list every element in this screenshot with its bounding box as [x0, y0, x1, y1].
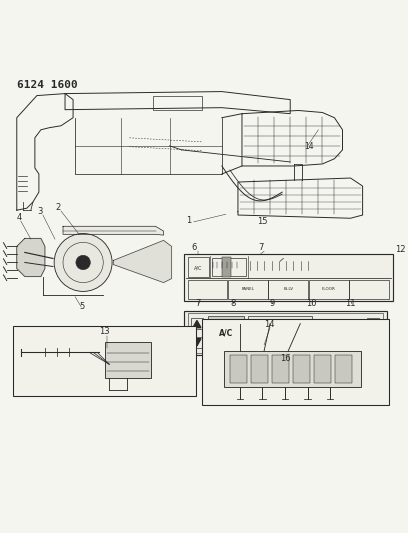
Text: 3: 3	[37, 207, 42, 216]
Bar	[248, 336, 259, 349]
Polygon shape	[17, 238, 45, 277]
Text: 14: 14	[304, 142, 314, 151]
Text: A/C: A/C	[194, 265, 202, 270]
Text: 6: 6	[192, 244, 197, 253]
Bar	[314, 355, 331, 383]
Polygon shape	[193, 338, 201, 346]
Bar	[184, 311, 387, 355]
Bar	[275, 336, 286, 349]
Bar	[262, 336, 273, 349]
Bar	[368, 337, 379, 349]
Text: 14: 14	[264, 320, 275, 329]
Text: 16: 16	[280, 354, 290, 364]
Bar	[293, 355, 310, 383]
Text: BI-LV: BI-LV	[283, 287, 293, 292]
Text: 11: 11	[345, 300, 356, 308]
Text: 7: 7	[258, 244, 264, 253]
Text: 1: 1	[186, 216, 191, 225]
Bar	[105, 342, 151, 378]
Bar	[228, 280, 268, 298]
Bar	[188, 256, 208, 277]
Bar	[230, 355, 247, 383]
Bar	[191, 337, 203, 349]
Text: 9: 9	[270, 300, 275, 308]
Bar	[288, 336, 299, 349]
Bar	[224, 351, 361, 387]
Bar	[368, 318, 379, 329]
Bar	[191, 318, 203, 329]
Text: 2: 2	[55, 203, 60, 212]
Bar	[349, 280, 389, 298]
Polygon shape	[193, 320, 201, 328]
Text: 5: 5	[79, 302, 84, 311]
Circle shape	[76, 255, 90, 270]
Bar	[222, 256, 231, 277]
Text: PANEL: PANEL	[242, 287, 255, 292]
Text: 10: 10	[306, 300, 317, 308]
Text: 12: 12	[395, 245, 406, 254]
Text: 8: 8	[230, 300, 235, 308]
Text: 7: 7	[195, 300, 201, 308]
Text: A/C: A/C	[219, 328, 233, 337]
Bar	[13, 326, 196, 396]
Bar	[335, 355, 353, 383]
Bar	[212, 257, 246, 276]
Polygon shape	[369, 320, 377, 328]
Text: 13: 13	[99, 327, 110, 336]
Bar	[188, 280, 228, 298]
Bar	[302, 336, 313, 349]
Text: FLOOR: FLOOR	[322, 287, 336, 292]
Polygon shape	[369, 338, 377, 346]
Text: 15: 15	[257, 217, 267, 227]
Bar	[268, 280, 308, 298]
Polygon shape	[63, 227, 164, 235]
Bar	[202, 319, 389, 405]
Bar	[251, 355, 268, 383]
Circle shape	[54, 233, 112, 292]
Bar	[272, 355, 289, 383]
Text: 4: 4	[17, 213, 22, 222]
Bar	[248, 316, 313, 350]
Bar	[153, 95, 202, 110]
Bar	[184, 254, 393, 301]
Bar	[208, 316, 244, 350]
Text: 6124 1600: 6124 1600	[17, 80, 78, 90]
Bar	[309, 280, 348, 298]
Polygon shape	[113, 240, 172, 282]
Bar	[188, 313, 383, 352]
